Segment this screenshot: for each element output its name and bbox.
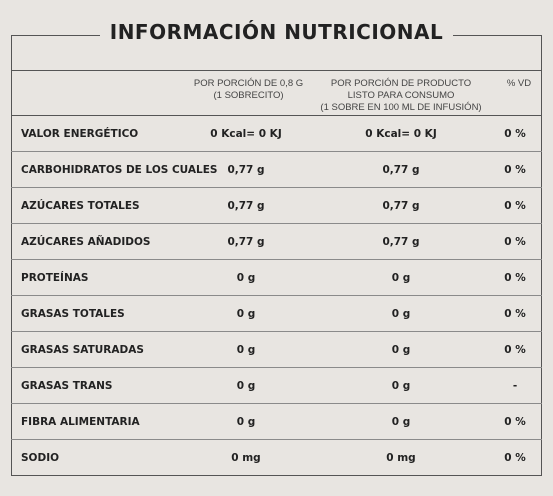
table-row: SODIO 0 mg 0 mg 0 % xyxy=(11,440,542,476)
title-bar: INFORMACIÓN NUTRICIONAL xyxy=(0,20,553,44)
value-per-sachet: 0 g xyxy=(236,344,256,356)
header-per-sachet: POR PORCIÓN DE 0,8 G (1 SOBRECITO) xyxy=(193,78,304,101)
value-per-sachet: 0 g xyxy=(236,308,256,320)
nutrient-label: AZÚCARES TOTALES xyxy=(21,200,140,212)
nutrient-label: GRASAS TRANS xyxy=(21,380,113,392)
value-per-sachet: 0 mg xyxy=(231,452,261,464)
value-per-sachet: 0 g xyxy=(236,272,256,284)
table-row: GRASAS TRANS 0 g 0 g - xyxy=(11,368,542,404)
table-header: POR PORCIÓN DE 0,8 G (1 SOBRECITO) POR PO… xyxy=(11,70,542,116)
value-per-sachet: 0 g xyxy=(236,416,256,428)
value-per-sachet: 0,77 g xyxy=(227,236,265,248)
value-per-sachet: 0 g xyxy=(236,380,256,392)
value-per-sachet: 0,77 g xyxy=(227,200,265,212)
nutrient-label: CARBOHIDRATOS DE LOS CUALES xyxy=(21,164,218,176)
value-per-sachet: 0 Kcal= 0 KJ xyxy=(210,128,282,140)
nutrient-label: FIBRA ALIMENTARIA xyxy=(21,416,140,428)
nutrient-label: AZÚCARES AÑADIDOS xyxy=(21,236,151,248)
value-per-serving: 0 mg xyxy=(386,452,416,464)
value-per-serving: 0 g xyxy=(391,380,411,392)
table-row: AZÚCARES AÑADIDOS 0,77 g 0,77 g 0 % xyxy=(11,224,542,260)
table-row: GRASAS SATURADAS 0 g 0 g 0 % xyxy=(11,332,542,368)
value-per-serving: 0 g xyxy=(391,308,411,320)
nutrient-label: VALOR ENERGÉTICO xyxy=(21,128,139,140)
value-per-serving: 0 Kcal= 0 KJ xyxy=(365,128,437,140)
value-daily-percent: 0 % xyxy=(504,272,526,284)
table-row: VALOR ENERGÉTICO 0 Kcal= 0 KJ 0 Kcal= 0 KJ… xyxy=(11,116,542,152)
nutrition-rows: VALOR ENERGÉTICO 0 Kcal= 0 KJ 0 Kcal= 0 KJ… xyxy=(11,116,542,476)
nutrient-label: GRASAS SATURADAS xyxy=(21,344,144,356)
value-daily-percent: 0 % xyxy=(504,164,526,176)
value-per-sachet: 0,77 g xyxy=(227,164,265,176)
value-daily-percent: - xyxy=(512,380,518,392)
value-daily-percent: 0 % xyxy=(504,236,526,248)
value-daily-percent: 0 % xyxy=(504,308,526,320)
table-row: PROTEÍNAS 0 g 0 g 0 % xyxy=(11,260,542,296)
table-row: GRASAS TOTALES 0 g 0 g 0 % xyxy=(11,296,542,332)
nutrient-label: GRASAS TOTALES xyxy=(21,308,125,320)
header-daily-value: % VD xyxy=(506,78,532,89)
value-per-serving: 0 g xyxy=(391,416,411,428)
header-per-serving: POR PORCIÓN DE PRODUCTO LISTO PARA CONSUM… xyxy=(320,78,482,113)
value-per-serving: 0 g xyxy=(391,344,411,356)
table-row: FIBRA ALIMENTARIA 0 g 0 g 0 % xyxy=(11,404,542,440)
page-title: INFORMACIÓN NUTRICIONAL xyxy=(99,20,454,44)
value-daily-percent: 0 % xyxy=(504,344,526,356)
value-per-serving: 0,77 g xyxy=(382,236,420,248)
nutrient-label: PROTEÍNAS xyxy=(21,272,89,284)
table-row: AZÚCARES TOTALES 0,77 g 0,77 g 0 % xyxy=(11,188,542,224)
value-per-serving: 0,77 g xyxy=(382,164,420,176)
value-daily-percent: 0 % xyxy=(504,452,526,464)
value-per-serving: 0,77 g xyxy=(382,200,420,212)
value-daily-percent: 0 % xyxy=(504,416,526,428)
value-per-serving: 0 g xyxy=(391,272,411,284)
value-daily-percent: 0 % xyxy=(504,128,526,140)
value-daily-percent: 0 % xyxy=(504,200,526,212)
table-row: CARBOHIDRATOS DE LOS CUALES 0,77 g 0,77 g 0… xyxy=(11,152,542,188)
nutrient-label: SODIO xyxy=(21,452,60,464)
